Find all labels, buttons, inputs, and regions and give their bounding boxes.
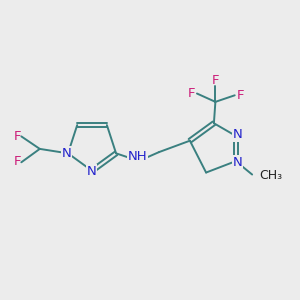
Text: N: N: [232, 155, 242, 169]
Text: NH: NH: [128, 150, 147, 163]
Text: N: N: [232, 128, 242, 141]
Text: F: F: [236, 89, 244, 102]
Text: F: F: [14, 155, 22, 169]
Text: N: N: [62, 147, 71, 160]
Text: N: N: [87, 165, 96, 178]
Text: CH₃: CH₃: [260, 169, 283, 182]
Text: F: F: [212, 74, 219, 87]
Text: F: F: [188, 87, 195, 100]
Text: F: F: [14, 130, 22, 142]
